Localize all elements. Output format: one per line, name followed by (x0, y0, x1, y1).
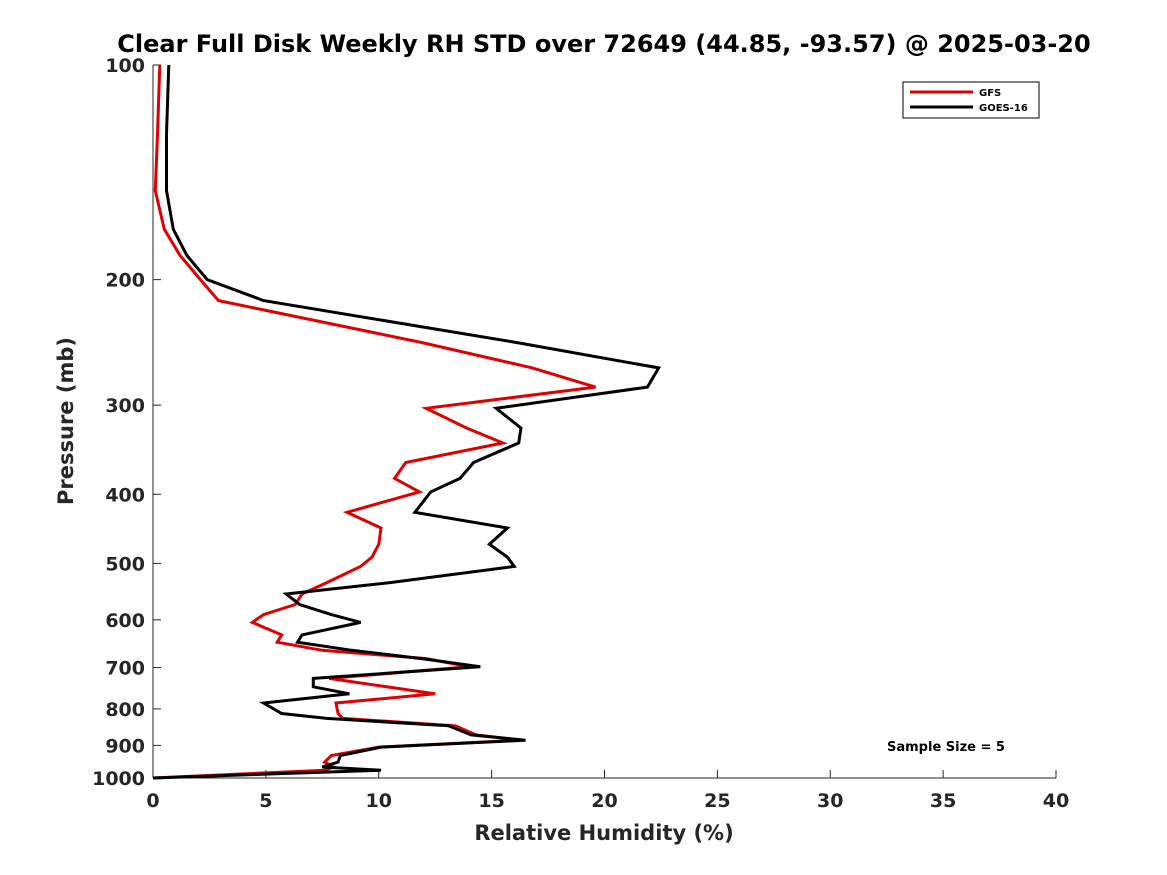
y-axis-label: Pressure (mb) (54, 337, 78, 505)
x-tick-label: 15 (478, 790, 504, 812)
y-tick-label: 600 (105, 610, 145, 632)
y-tick-label: 500 (105, 553, 145, 575)
legend-label-goes16: GOES-16 (979, 103, 1028, 114)
series-line-gfs (152, 64, 596, 780)
y-tick-label: 700 (105, 658, 145, 680)
x-tick-label: 40 (1043, 790, 1069, 812)
x-axis-label: Relative Humidity (%) (474, 821, 733, 845)
series-line-goes-16 (152, 64, 662, 780)
x-tick-label: 35 (930, 790, 956, 812)
legend-box (902, 81, 1040, 119)
x-tick-label: 25 (704, 790, 730, 812)
y-tick-label: 300 (105, 395, 145, 417)
legend-label-gfs: GFS (979, 88, 1001, 99)
x-tick-label: 20 (591, 790, 617, 812)
x-tick-label: 5 (259, 790, 272, 812)
sample-size-annotation: Sample Size = 5 (887, 740, 1005, 755)
x-tick-label: 30 (817, 790, 843, 812)
y-tick-label: 800 (105, 699, 145, 721)
x-tick-label: 10 (366, 790, 392, 812)
y-tick-label: 1000 (92, 768, 145, 790)
y-tick-label: 900 (105, 735, 145, 757)
plot-area: 0 5 10 15 20 25 30 35 40 100 200 300 400 500 600 700 800… (92, 55, 1069, 812)
chart-title: Clear Full Disk Weekly RH STD over 72649… (117, 30, 1090, 58)
legend: GFS GOES-16 (902, 81, 1040, 119)
x-tick-label: 0 (146, 790, 159, 812)
y-tick-label: 100 (105, 55, 145, 77)
y-tick-label: 200 (105, 270, 145, 292)
y-tick-label: 400 (105, 484, 145, 506)
